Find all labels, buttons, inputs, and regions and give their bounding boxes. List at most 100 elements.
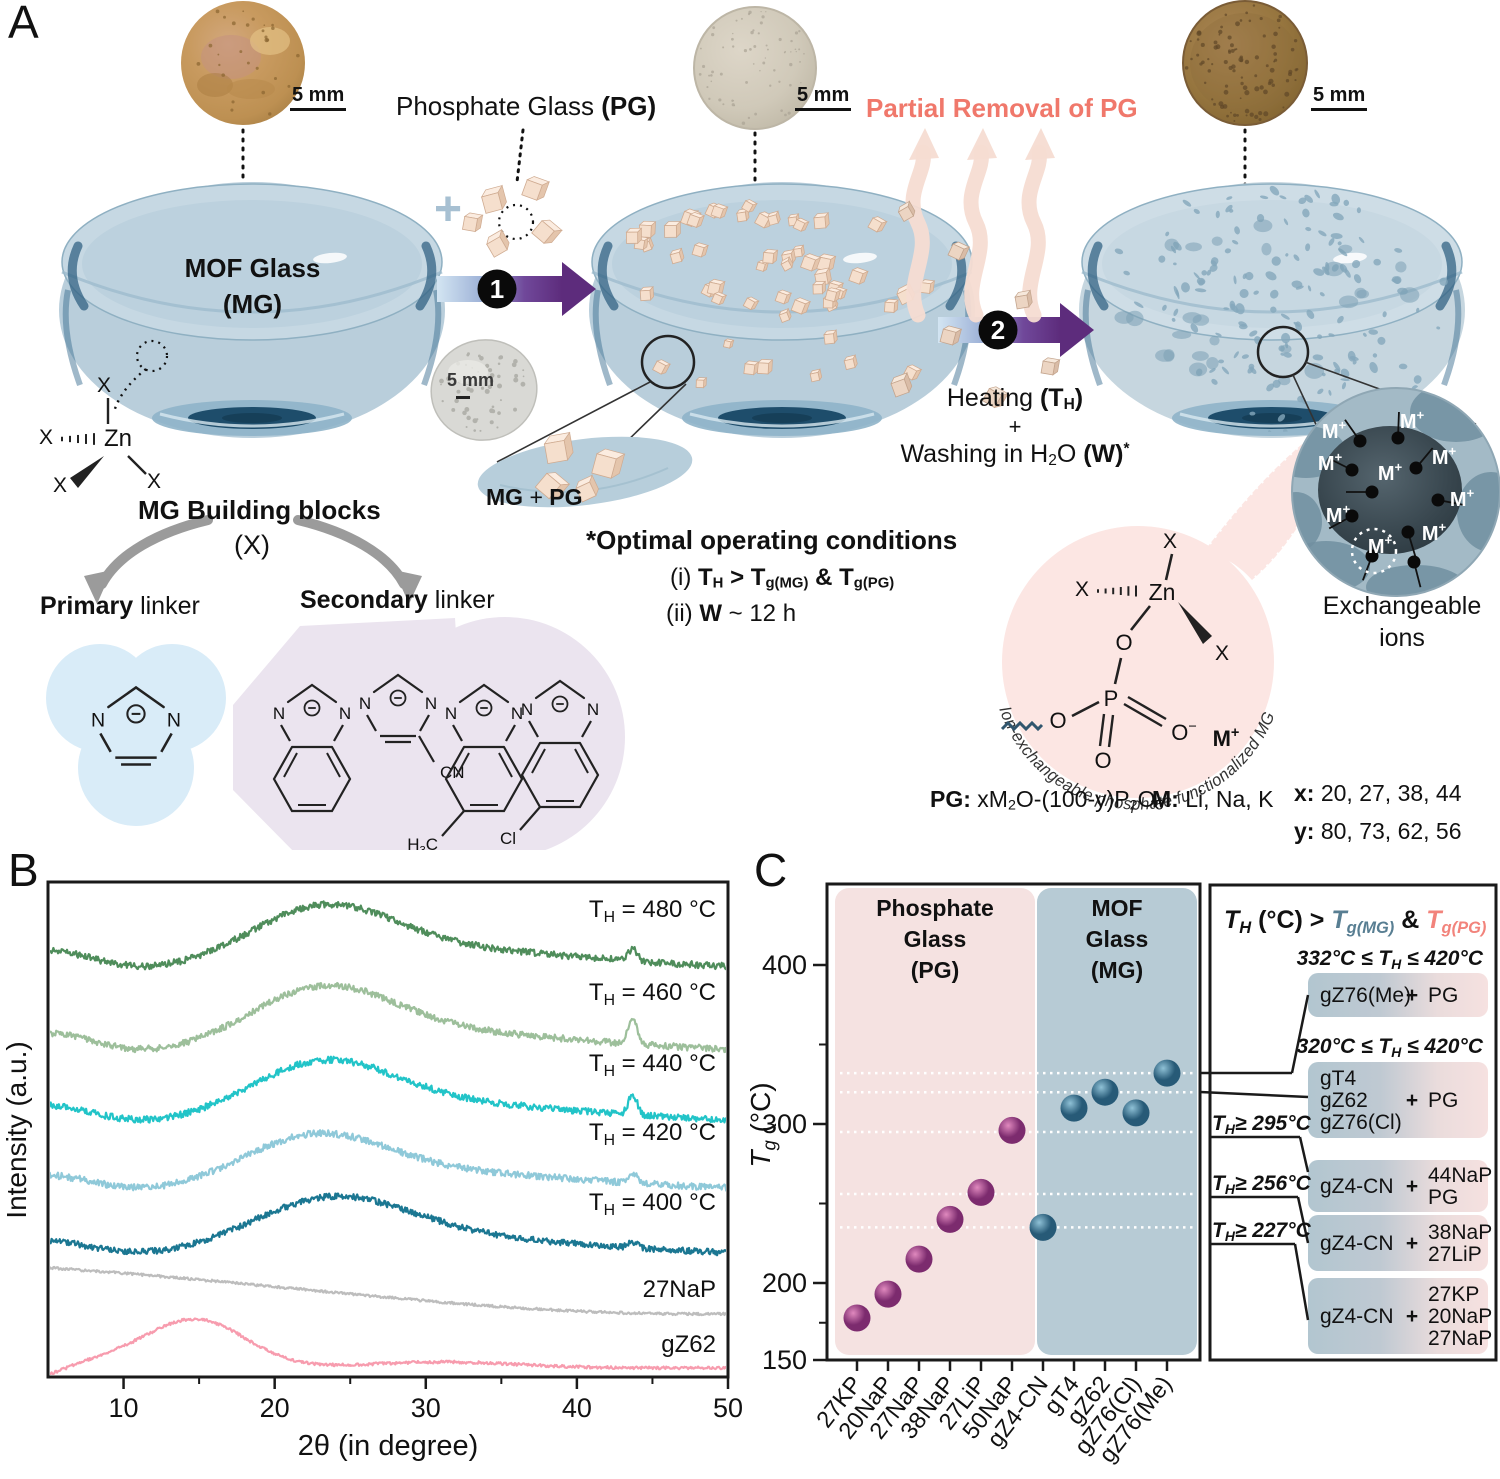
svg-text:MOF: MOF <box>1091 895 1142 921</box>
svg-text:gZ4-CN: gZ4-CN <box>1320 1175 1394 1198</box>
combination-box <box>1308 973 1488 1017</box>
svg-text:Zn: Zn <box>104 425 132 452</box>
pg-cube-icon <box>1014 289 1033 310</box>
svg-text:320°C ≤ TH ≤ 420°C: 320°C ≤ TH ≤ 420°C <box>1297 1035 1484 1060</box>
svg-text:1: 1 <box>490 274 504 304</box>
svg-text:20NaP: 20NaP <box>1428 1305 1492 1328</box>
svg-text:N: N <box>359 694 371 713</box>
photo-mg-disc <box>181 1 305 125</box>
svg-text:N: N <box>273 704 285 723</box>
svg-text:M+: M+ <box>1432 444 1457 469</box>
pg-cube-icon <box>809 368 823 383</box>
svg-text:PG: PG <box>1428 984 1458 1007</box>
pg-cube-icon <box>792 217 810 232</box>
svg-text:gT4: gT4 <box>1320 1067 1357 1090</box>
plus-small: + <box>1008 414 1022 439</box>
optimal-condition-i: (i) TH > Tg(MG) & Tg(PG) <box>670 564 895 592</box>
svg-text:PG: PG <box>1428 1186 1458 1209</box>
svg-text:gZ4-CN: gZ4-CN <box>1320 1305 1394 1328</box>
svg-text:+: + <box>1406 1089 1418 1112</box>
highlight-ion-circle-icon <box>1350 527 1398 575</box>
pg-cube-icon <box>843 354 858 371</box>
pg-cube-icon <box>575 474 599 503</box>
pg-cube-icon <box>742 296 760 311</box>
mg-disc-illustration <box>59 182 445 438</box>
pg-removal-arrow-icon <box>963 128 997 323</box>
svg-text:O: O <box>1115 630 1132 655</box>
scalebar-photo3: 5 mm <box>1311 84 1368 111</box>
pg-cube-icon <box>480 184 507 214</box>
primary-linker-label: Primary linker <box>40 592 200 620</box>
svg-text:O: O <box>1094 748 1111 773</box>
phosphate-glass-label: Phosphate Glass (PG) <box>396 91 657 121</box>
panel-c-label: C <box>754 844 788 896</box>
photo-pg-pebble <box>430 339 538 441</box>
xrd-curve <box>50 1317 726 1375</box>
svg-text:Cl: Cl <box>500 829 516 848</box>
secondary-linker-blob <box>233 617 625 850</box>
svg-text:TH = 420 °C: TH = 420 °C <box>589 1119 716 1149</box>
svg-text:+: + <box>1406 1305 1418 1328</box>
svg-text:38NaP: 38NaP <box>1428 1221 1492 1244</box>
tg-point-27LiP <box>967 1178 995 1206</box>
zn-node-structure: X Zn X X X <box>39 339 169 497</box>
svg-text:30: 30 <box>411 1393 441 1423</box>
phosphate-zn-structure: X Zn X X O P O O− M+ O <box>1000 530 1239 773</box>
pg-cube-icon <box>981 386 1009 409</box>
svg-text:44NaP: 44NaP <box>1428 1164 1492 1187</box>
svg-text:gZ4-CN: gZ4-CN <box>1320 1232 1394 1255</box>
pg-cube-icon <box>823 329 838 345</box>
pg-cube-icon <box>638 220 657 239</box>
pg-cube-icon <box>591 448 626 479</box>
heating-label: Heating (TH) <box>946 384 1084 413</box>
svg-text:Phosphate: Phosphate <box>876 895 994 921</box>
tg-point-20NaP <box>874 1280 902 1308</box>
pg-cube-icon <box>534 472 571 500</box>
svg-text:X: X <box>1163 530 1177 553</box>
svg-text:TH = 440 °C: TH = 440 °C <box>589 1050 716 1080</box>
pg-cube-icon <box>486 228 510 258</box>
photo-mg-pg-disc <box>693 6 817 130</box>
svg-text:H3C: H3C <box>407 835 438 850</box>
svg-text:TH = 460 °C: TH = 460 °C <box>589 979 716 1009</box>
pg-cube-icon <box>890 372 913 398</box>
pg-cube-icon <box>762 248 779 265</box>
photo-porous-disc <box>1182 0 1308 126</box>
svg-text:300: 300 <box>762 1109 807 1139</box>
svg-text:X: X <box>53 474 67 497</box>
svg-text:N: N <box>339 704 351 723</box>
optimal-conditions-title: *Optimal operating conditions <box>586 525 958 555</box>
pg-cube-icon <box>757 358 774 375</box>
svg-text:N: N <box>167 710 181 732</box>
svg-text:M+: M+ <box>1400 408 1425 433</box>
scalebar-photo2: 5 mm <box>795 84 852 111</box>
svg-text:TH≥ 295°C: TH≥ 295°C <box>1212 1112 1312 1137</box>
svg-text:20: 20 <box>260 1393 290 1423</box>
svg-text:gZ62: gZ62 <box>1320 1089 1368 1112</box>
xrd-curve <box>50 1192 726 1257</box>
svg-text:+: + <box>1406 984 1418 1007</box>
svg-text:Glass: Glass <box>1086 926 1149 952</box>
scalebar-photo1: 5 mm <box>290 84 347 111</box>
pg-cube-icon <box>691 242 710 258</box>
magnifier-circle-icon <box>1256 325 1310 379</box>
svg-text:332°C ≤ TH ≤ 420°C: 332°C ≤ TH ≤ 420°C <box>1297 947 1484 972</box>
pg-cube-icon <box>663 220 682 239</box>
pg-cube-icon <box>695 377 708 389</box>
combination-box <box>1308 1278 1488 1354</box>
pg-cube-icon <box>824 287 842 303</box>
panel-a-graphic: 12M+ M+M+ M+M+M+M+M+M+Ion-exchangeable pho… <box>39 0 1500 850</box>
pg-cube-icon <box>947 241 971 261</box>
pg-cube-icon <box>799 253 822 272</box>
svg-text:27NaP: 27NaP <box>1428 1327 1492 1350</box>
tg-point-gZ76(Me) <box>1153 1059 1181 1087</box>
svg-text:(PG): (PG) <box>911 957 960 983</box>
svg-text:TH (°C) > Tg(MG) & Tg(PG): TH (°C) > Tg(MG) & Tg(PG) <box>1224 906 1487 937</box>
pg-cube-icon <box>767 210 781 226</box>
pg-cube-icon <box>686 211 706 229</box>
combination-box <box>1308 1215 1488 1271</box>
panel-b-xrd-chart: 10 20 30 40 50 2θ (in degree) Intensity (a.u.)… <box>1 880 743 1462</box>
step-1-arrow: 1 <box>437 262 596 316</box>
